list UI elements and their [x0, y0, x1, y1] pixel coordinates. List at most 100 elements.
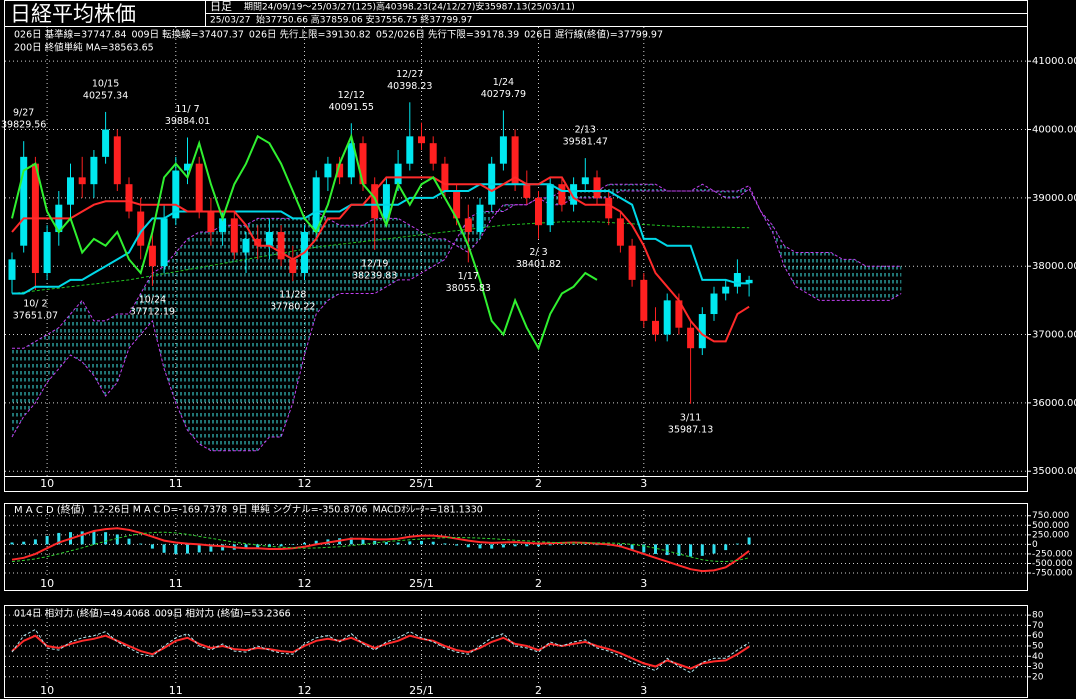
annotation-value: 39829.56	[1, 120, 46, 131]
annotation-date: 9/27	[13, 108, 34, 119]
oscillator-bar	[45, 535, 49, 545]
annotation-date: 12/27	[396, 69, 423, 80]
candle-body	[148, 245, 156, 267]
candle-body	[277, 232, 285, 260]
x-tick-label: 12	[298, 684, 312, 697]
y-tick-label: 0	[1032, 540, 1038, 550]
oscillator-bar	[22, 541, 26, 545]
candle-body	[207, 211, 215, 233]
annotation-date: 12/12	[338, 90, 365, 101]
annotation-value: 40398.23	[387, 81, 432, 92]
x-tick-label: 2	[535, 684, 542, 697]
candle-body	[312, 177, 320, 233]
y-tick-label: 37000.00	[1032, 330, 1076, 341]
candle-body	[382, 184, 390, 219]
oscillator-bar	[209, 544, 213, 552]
oscillator-bar	[408, 541, 412, 545]
candle-body	[476, 204, 484, 233]
oscillator-bar	[630, 544, 634, 551]
annotation-value: 35987.13	[668, 424, 713, 435]
candle-body	[605, 197, 613, 219]
annotation-value: 38055.83	[446, 283, 491, 294]
candle-body	[429, 143, 437, 164]
x-tick-label: 12	[298, 577, 312, 590]
candle-body	[546, 184, 554, 226]
legend-entry: 009日 相対力 (終値)=53.2366	[155, 608, 291, 620]
y-tick-label: 20	[1032, 672, 1044, 682]
candle-body	[43, 232, 51, 274]
x-tick-label: 25/1	[409, 577, 434, 590]
candle-body	[523, 184, 531, 198]
y-tick-label: 80	[1032, 611, 1044, 621]
legend-entry: MACDｵｼﾚｰﾀｰ=181.1330	[373, 505, 483, 516]
oscillator-bar	[665, 544, 669, 556]
candle-body	[254, 238, 262, 246]
candle-body	[616, 218, 624, 246]
candle-body	[184, 163, 191, 171]
legend-entry: 052/026日 先行下限=39178.39	[376, 29, 519, 41]
candle-body	[324, 163, 332, 178]
legend-entry: 009日 転換線=37407.37	[131, 29, 243, 41]
oscillator-bar	[127, 538, 131, 545]
y-tick-label: 36000.00	[1032, 398, 1076, 409]
legend-entry: 026日 遅行線(終値)=37799.97	[524, 29, 663, 41]
annotation-date: 10/ 2	[23, 299, 47, 310]
annotation-value: 37651.07	[13, 311, 58, 322]
series-line	[11, 185, 902, 452]
oscillator-bar	[501, 544, 505, 548]
series-line	[11, 634, 750, 670]
oscillator-bar	[466, 544, 470, 548]
oscillator-bar	[420, 540, 423, 545]
candle-body	[265, 232, 273, 246]
candle-body	[67, 177, 74, 205]
oscillator-bar	[33, 539, 37, 545]
candle-body	[242, 238, 250, 253]
candle-body	[336, 163, 344, 178]
annotation-date: 1/24	[493, 77, 514, 88]
candle-body	[464, 218, 472, 233]
oscillator-bar	[548, 544, 552, 546]
series-line	[11, 221, 750, 294]
oscillator-bar	[572, 544, 576, 545]
x-tick-label: 3	[640, 577, 647, 590]
candle-body	[710, 293, 718, 315]
annotation-value: 40091.55	[329, 102, 374, 113]
y-tick-label: 30	[1032, 662, 1044, 672]
candle-body	[20, 156, 28, 246]
y-tick-label: 40	[1032, 652, 1044, 662]
oscillator-bar	[525, 544, 529, 547]
ohlc: 始37750.66 高37859.06 安37556.75 終37799.97	[256, 14, 472, 26]
oscillator-bar	[174, 544, 178, 554]
candle-body	[195, 163, 203, 212]
candle-body	[289, 259, 297, 274]
candle-body	[511, 136, 519, 185]
rsi-panel-frame	[4, 605, 1028, 698]
y-tick-label: 70	[1032, 621, 1044, 631]
candle-body	[394, 163, 402, 185]
x-tick-label: 12	[298, 477, 312, 490]
x-tick-label: 2	[535, 477, 542, 490]
series-line	[12, 183, 750, 295]
oscillator-bar	[267, 544, 271, 548]
annotation-value: 37712.19	[130, 306, 175, 317]
series-line	[12, 183, 902, 349]
y-tick-label: 40000.00	[1032, 125, 1076, 136]
annotation-date: 2/ 3	[529, 247, 547, 258]
oscillator-bar	[104, 532, 108, 545]
annotation-date: 10/24	[139, 294, 166, 305]
oscillator-bar	[513, 544, 517, 547]
oscillator-bar	[689, 544, 693, 557]
oscillator-bar	[455, 544, 459, 546]
candle-body	[406, 136, 414, 164]
oscillator-bar	[724, 544, 728, 551]
y-tick-label: 35000.00	[1032, 466, 1076, 477]
y-tick-label: 50	[1032, 641, 1044, 651]
legend-entry: 9日 単純 シグナル=-350.8706	[232, 504, 367, 516]
candle-body	[581, 177, 589, 185]
annotation-value: 38239.83	[352, 270, 397, 281]
candle-body	[652, 320, 659, 335]
annotation-value: 37780.22	[270, 302, 315, 313]
x-tick-label: 10	[40, 684, 54, 697]
oscillator-bar	[115, 534, 119, 545]
oscillator-bar	[162, 544, 166, 553]
